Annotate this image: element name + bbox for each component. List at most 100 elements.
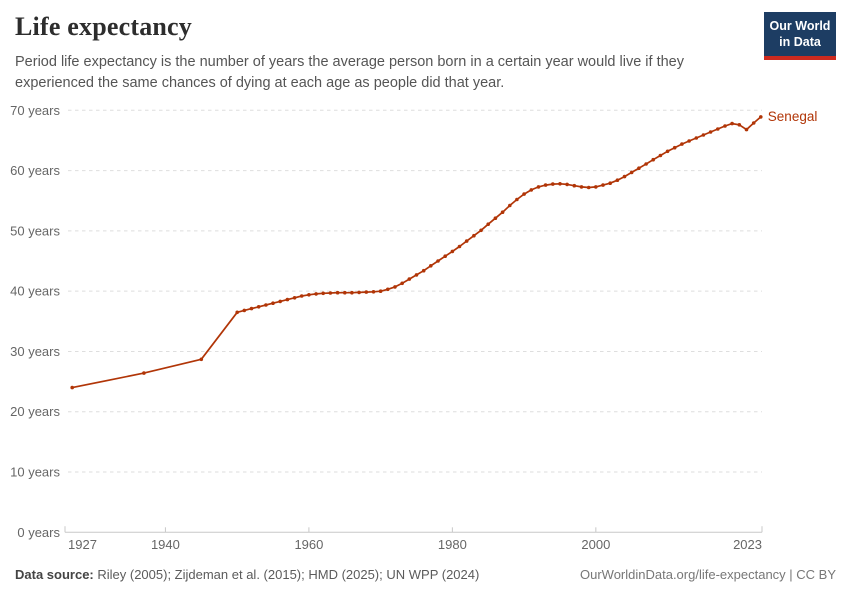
senegal-series-line[interactable] <box>71 116 762 389</box>
data-point[interactable] <box>637 166 641 170</box>
data-point[interactable] <box>565 182 569 187</box>
data-point[interactable] <box>464 239 469 243</box>
data-point[interactable] <box>264 303 268 307</box>
data-point[interactable] <box>450 249 455 254</box>
data-point[interactable] <box>615 178 620 182</box>
data-point[interactable] <box>307 293 311 297</box>
data-point[interactable] <box>737 123 742 127</box>
data-point[interactable] <box>500 210 505 214</box>
data-point[interactable] <box>572 183 577 188</box>
data-point[interactable] <box>708 130 713 134</box>
data-point[interactable] <box>457 244 462 249</box>
data-point[interactable] <box>436 259 440 263</box>
series-end-label-senegal[interactable]: Senegal <box>768 109 818 124</box>
data-point[interactable] <box>249 306 254 311</box>
y-axis-tick-label: 30 years <box>10 344 60 359</box>
data-point[interactable] <box>400 281 405 286</box>
data-point[interactable] <box>594 185 598 189</box>
data-point[interactable] <box>328 291 333 295</box>
data-point[interactable] <box>472 233 476 238</box>
data-point[interactable] <box>486 222 491 226</box>
data-point[interactable] <box>256 305 261 309</box>
data-point[interactable] <box>350 290 354 295</box>
data-point[interactable] <box>579 185 584 189</box>
data-point[interactable] <box>665 149 670 154</box>
data-point[interactable] <box>508 203 512 208</box>
data-point[interactable] <box>622 174 627 179</box>
data-point[interactable] <box>543 183 548 187</box>
x-axis-tick-label: 2023 <box>733 537 762 552</box>
data-source: Data source: Riley (2005); Zijdeman et a… <box>15 567 479 582</box>
data-point[interactable] <box>629 170 634 175</box>
data-point[interactable] <box>242 308 247 313</box>
data-point[interactable] <box>407 277 412 281</box>
owid-logo-line1: Our World <box>769 19 831 33</box>
data-point[interactable] <box>493 216 498 220</box>
data-point[interactable] <box>558 182 562 186</box>
data-point[interactable] <box>522 192 526 196</box>
data-point[interactable] <box>529 188 534 192</box>
y-axis-tick-label: 0 years <box>17 525 60 540</box>
data-point[interactable] <box>551 182 555 186</box>
y-axis-tick-label: 70 years <box>10 103 60 118</box>
data-point[interactable] <box>759 115 763 119</box>
data-point[interactable] <box>321 291 326 296</box>
y-axis-tick-label: 40 years <box>10 284 60 299</box>
data-point[interactable] <box>285 297 290 302</box>
data-point[interactable] <box>199 357 204 362</box>
data-point[interactable] <box>271 301 275 306</box>
x-axis-tick-label: 2000 <box>581 537 610 552</box>
data-point[interactable] <box>687 139 691 143</box>
data-point[interactable] <box>601 183 605 187</box>
data-source-text: Riley (2005); Zijdeman et al. (2015); HM… <box>93 567 480 582</box>
data-point[interactable] <box>421 268 426 273</box>
data-point[interactable] <box>314 292 318 296</box>
data-point[interactable] <box>701 133 706 137</box>
data-point[interactable] <box>364 290 369 294</box>
data-point[interactable] <box>142 371 146 375</box>
owid-logo-line2: in Data <box>779 35 821 50</box>
data-point[interactable] <box>235 310 239 315</box>
y-axis-tick-label: 60 years <box>10 163 60 178</box>
data-point[interactable] <box>299 294 304 298</box>
chart-title: Life expectancy <box>15 12 193 41</box>
data-point[interactable] <box>292 296 297 300</box>
data-point[interactable] <box>371 290 376 294</box>
data-point[interactable] <box>658 153 663 158</box>
data-source-label: Data source: <box>15 567 94 582</box>
data-point[interactable] <box>744 127 749 132</box>
data-point[interactable] <box>479 228 483 233</box>
data-point[interactable] <box>644 162 648 166</box>
data-point[interactable] <box>536 185 541 189</box>
data-point[interactable] <box>393 285 397 289</box>
data-point[interactable] <box>278 299 283 304</box>
data-point[interactable] <box>443 254 448 258</box>
data-point[interactable] <box>586 185 591 190</box>
data-point[interactable] <box>515 197 519 202</box>
data-point[interactable] <box>429 264 433 268</box>
data-point[interactable] <box>386 287 390 292</box>
data-point[interactable] <box>335 290 340 295</box>
x-axis-tick-label: 1940 <box>151 537 180 552</box>
data-point[interactable] <box>723 124 727 128</box>
data-point[interactable] <box>716 127 720 131</box>
data-point[interactable] <box>694 136 699 140</box>
data-point[interactable] <box>70 385 74 390</box>
data-point[interactable] <box>751 121 756 125</box>
data-point[interactable] <box>378 289 383 294</box>
data-point[interactable] <box>651 157 655 162</box>
footer-license-link[interactable]: OurWorldinData.org/life-expectancy | CC … <box>579 567 836 582</box>
data-point[interactable] <box>357 290 361 295</box>
y-axis-tick-label: 50 years <box>10 223 60 238</box>
data-point[interactable] <box>343 290 347 295</box>
data-point[interactable] <box>608 181 612 185</box>
data-point[interactable] <box>414 273 419 277</box>
owid-logo[interactable]: Our World in Data <box>764 12 836 60</box>
chart-footer: Data source: Riley (2005); Zijdeman et a… <box>15 567 836 582</box>
chart-subtitle: Period life expectancy is the number of … <box>15 54 684 92</box>
data-point[interactable] <box>730 121 734 126</box>
data-point[interactable] <box>680 142 684 146</box>
y-axis-tick-label: 20 years <box>10 404 60 419</box>
data-point[interactable] <box>672 145 677 150</box>
